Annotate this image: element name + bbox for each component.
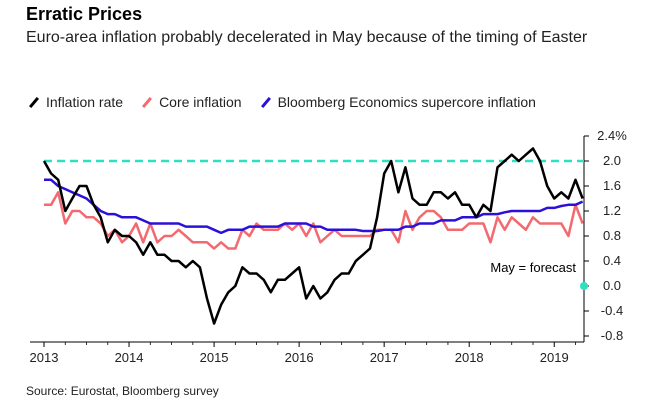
series-line-core — [44, 191, 584, 250]
legend-item-inflation: Inflation rate — [28, 94, 123, 110]
x-tick-label: 2018 — [455, 350, 484, 365]
forecast-point — [580, 282, 588, 290]
y-tick-label: -0.8 — [601, 328, 623, 343]
x-tick-label: 2019 — [540, 350, 569, 365]
y-tick-label: 0.0 — [603, 278, 621, 293]
legend-item-core: Core inflation — [141, 94, 242, 110]
legend-label-supercore: Bloomberg Economics supercore inflation — [277, 94, 536, 110]
x-tick-label: 2013 — [30, 350, 59, 365]
x-tick-label: 2015 — [200, 350, 229, 365]
chart-subtitle: Euro-area inflation probably decelerated… — [26, 29, 588, 46]
source-note: Source: Eurostat, Bloomberg survey — [26, 384, 219, 398]
legend-label-core: Core inflation — [159, 94, 242, 110]
x-tick-label: 2014 — [115, 350, 144, 365]
y-tick-label: 2.4% — [597, 128, 627, 143]
y-tick-label: 1.2 — [603, 203, 621, 218]
y-tick-label: -0.4 — [601, 303, 623, 318]
legend: Inflation rate Core inflation Bloomberg … — [28, 94, 554, 110]
y-tick-label: 2.0 — [603, 153, 621, 168]
chart-title: Erratic Prices — [26, 4, 143, 24]
x-tick-label: 2017 — [370, 350, 399, 365]
series-line-inflation — [42, 147, 584, 325]
annotation-label: May = forecast — [490, 260, 576, 275]
x-tick-label: 2016 — [285, 350, 314, 365]
y-tick-label: 0.8 — [603, 228, 621, 243]
legend-item-supercore: Bloomberg Economics supercore inflation — [260, 94, 536, 110]
series-line-supercore — [44, 178, 584, 235]
y-tick-label: 1.6 — [603, 178, 621, 193]
y-tick-label: 0.4 — [603, 253, 621, 268]
legend-label-inflation: Inflation rate — [46, 94, 124, 110]
